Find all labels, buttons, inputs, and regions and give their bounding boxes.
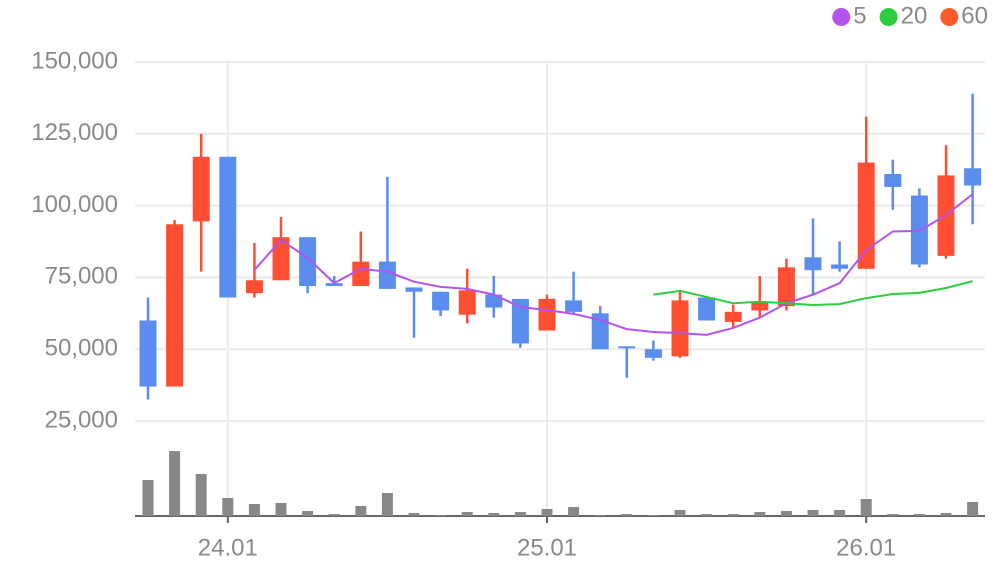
x-tick-label: 24.01 [198, 534, 258, 561]
volume-bar [302, 511, 314, 516]
volume-bar [408, 513, 420, 516]
x-tick-label: 26.01 [836, 534, 896, 561]
volume-bar [887, 514, 899, 516]
candle-body [219, 156, 237, 298]
legend-label: 20 [901, 2, 928, 29]
candle-body [884, 174, 902, 187]
volume-bar [807, 510, 819, 516]
volume-bar [647, 515, 659, 516]
volume-bar [860, 499, 872, 516]
ma-line [653, 280, 973, 306]
legend-dot [879, 8, 898, 26]
y-tick-label: 125,000 [31, 119, 118, 146]
legend-label: 5 [853, 2, 866, 29]
volume-bar [355, 506, 367, 516]
candle-body [565, 300, 583, 312]
volume-bar [967, 502, 979, 516]
volume-bar [780, 511, 792, 516]
candle-body [804, 257, 822, 271]
volume-bar [541, 509, 553, 516]
candle-body [299, 237, 317, 287]
candle-body [485, 294, 503, 308]
candle-body [432, 291, 450, 311]
volume-bar [435, 515, 447, 516]
candle-body [405, 287, 423, 292]
legend-label: 60 [961, 2, 988, 29]
candle-body [777, 267, 795, 307]
candle-body [964, 168, 982, 186]
candle-body [378, 261, 396, 289]
candle-body [724, 311, 742, 322]
candle-body [272, 237, 290, 281]
candle-body [245, 280, 263, 294]
volume-bar [834, 510, 846, 516]
volume-bar [514, 512, 526, 516]
volume-bar [275, 503, 287, 516]
volume-bar [940, 513, 952, 516]
candle-body [511, 298, 529, 344]
volume-bar [381, 493, 393, 516]
candle-body [166, 224, 184, 387]
candle-body [644, 349, 662, 358]
candle-body [831, 264, 849, 269]
y-tick-label: 50,000 [45, 335, 118, 362]
volume-bar [674, 510, 686, 516]
candle-body [751, 301, 769, 311]
x-tick-label: 25.01 [517, 534, 577, 561]
volume-bar [913, 514, 925, 516]
volume-bar [621, 514, 633, 516]
volume-bar [248, 504, 260, 516]
y-tick-label: 75,000 [45, 263, 118, 290]
candle-body [538, 298, 556, 331]
candle-body [352, 261, 370, 287]
volume-bar [594, 515, 606, 516]
candle-body [325, 283, 343, 287]
volume-bar [169, 451, 181, 516]
candle-body [857, 162, 875, 269]
ma-line [253, 193, 974, 336]
legend-dot [832, 8, 851, 26]
candle-body [458, 290, 476, 315]
volume-bar [568, 507, 580, 516]
candle-body [192, 156, 210, 222]
volume-bar [727, 514, 739, 516]
candle-body [671, 300, 689, 357]
y-tick-label: 150,000 [31, 47, 118, 74]
volume-bar [754, 512, 766, 516]
volume-bar [142, 480, 154, 516]
volume-bar [701, 514, 713, 516]
volume-bar [222, 498, 234, 516]
candle-body [618, 346, 636, 349]
volume-bar [488, 513, 500, 516]
candle-body [139, 320, 157, 387]
volume-bar [461, 512, 473, 516]
volume-bar [328, 514, 340, 516]
legend-dot [940, 8, 959, 26]
y-tick-label: 25,000 [45, 406, 118, 433]
volume-bar [195, 474, 207, 516]
y-tick-label: 100,000 [31, 191, 118, 218]
candle-body [698, 297, 716, 321]
